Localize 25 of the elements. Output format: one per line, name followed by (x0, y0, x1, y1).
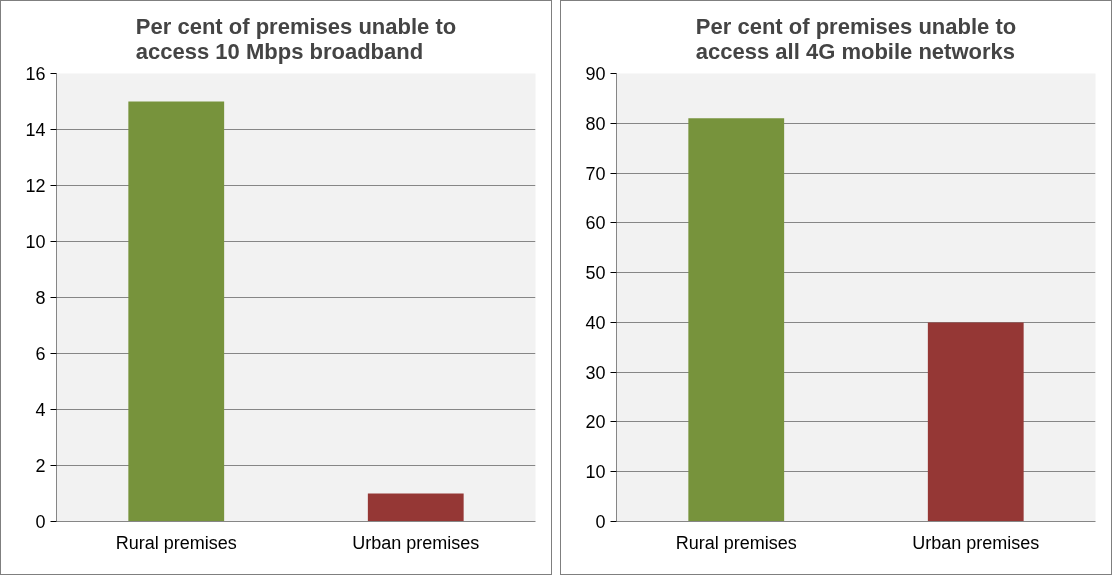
x-tick-label: Rural premises (675, 532, 797, 553)
y-tick-label: 20 (585, 412, 606, 433)
y-tick-label: 2 (35, 456, 46, 476)
x-tick-label: Urban premises (912, 532, 1040, 553)
y-tick-label: 6 (35, 344, 46, 364)
y-tick-label: 4 (35, 400, 46, 420)
y-tick-label: 70 (585, 163, 606, 184)
y-tick-label: 10 (25, 232, 46, 252)
y-tick-label: 12 (25, 176, 46, 196)
y-tick-label: 60 (585, 213, 606, 234)
chart-title: Per cent of premises unable to access 10 Mbps broadband (135, 13, 457, 64)
y-tick-label: 50 (585, 263, 606, 284)
y-tick-label: 80 (585, 113, 606, 134)
y-tick-label: 40 (585, 312, 606, 333)
y-tick-label: 8 (35, 288, 46, 308)
y-tick-label: 30 (585, 362, 606, 383)
y-tick-label: 0 (595, 512, 606, 532)
y-tick-label: 0 (35, 512, 46, 532)
y-tick-label: 14 (25, 120, 46, 140)
y-tick-label: 10 (585, 462, 606, 483)
y-tick-label: 16 (25, 64, 46, 84)
x-tick-label: Urban premises (352, 532, 480, 553)
x-tick-label: Rural premises (115, 532, 237, 553)
chart-title: Per cent of premises unable to access all 4G mobile networks (695, 13, 1017, 64)
y-tick-label: 90 (585, 64, 606, 84)
